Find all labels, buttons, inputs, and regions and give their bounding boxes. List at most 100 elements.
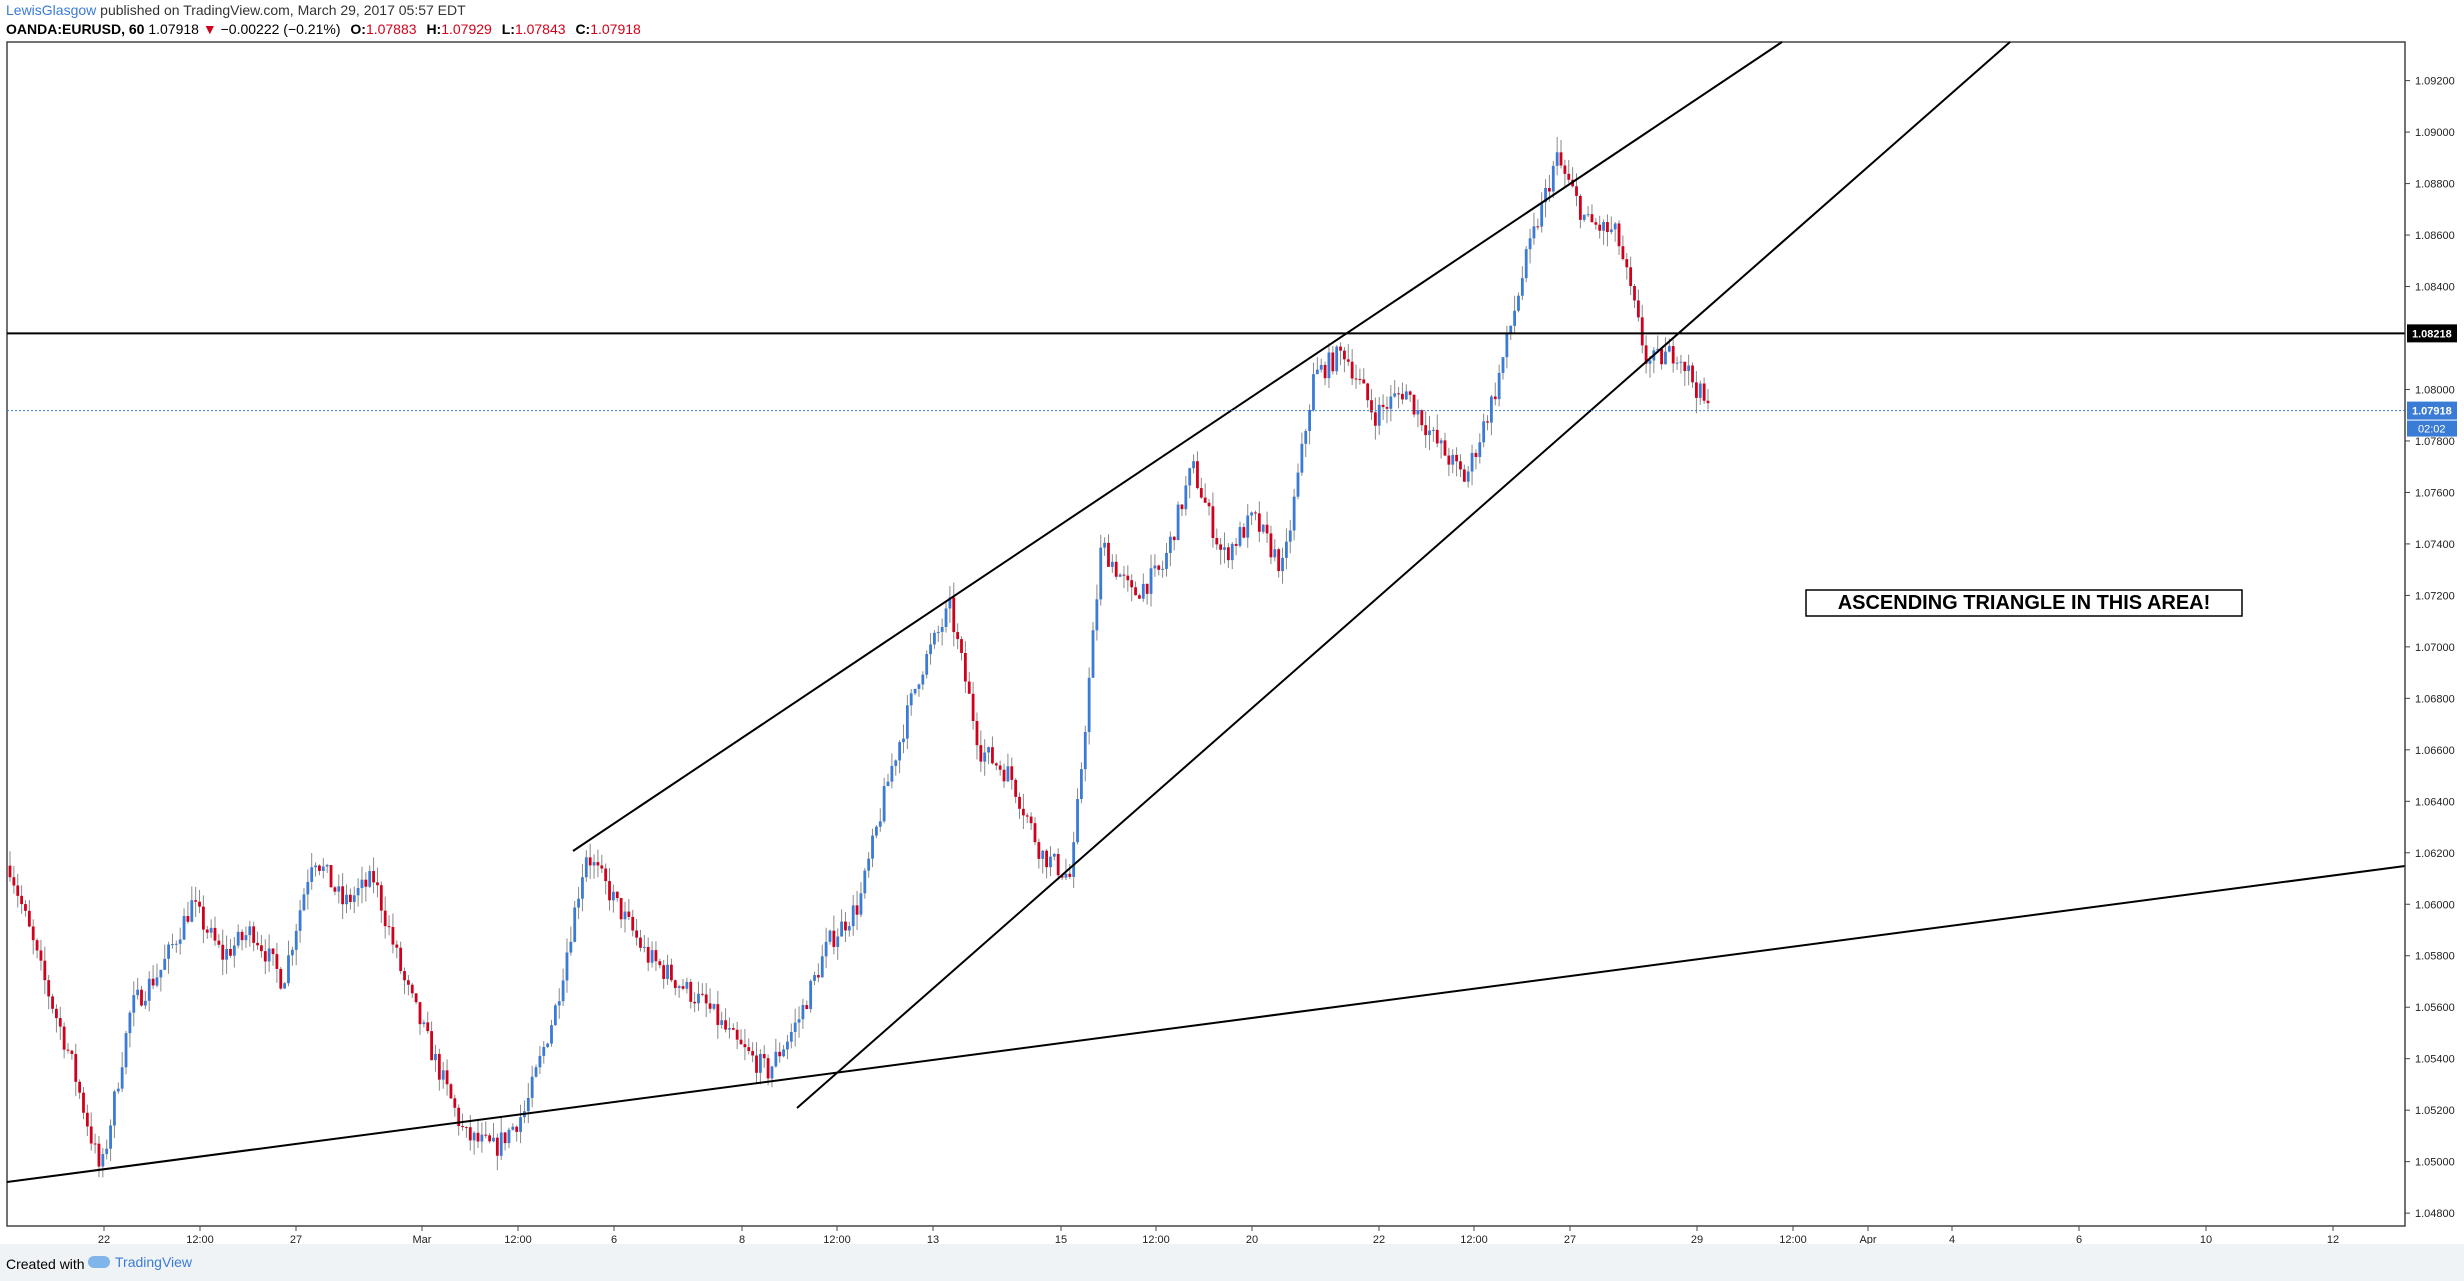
annotation-text: ASCENDING TRIANGLE IN THIS AREA! bbox=[1838, 592, 2211, 614]
candle-body bbox=[1509, 325, 1513, 333]
candle-body bbox=[716, 1004, 720, 1025]
candle-body bbox=[824, 941, 828, 957]
symbol-title[interactable]: OANDA:EURUSD, 60 bbox=[6, 21, 145, 37]
candle-body bbox=[488, 1135, 492, 1142]
candle-body bbox=[828, 930, 832, 942]
candle-body bbox=[298, 910, 302, 931]
candle-body bbox=[182, 916, 186, 940]
candle-body bbox=[410, 984, 414, 994]
candle-body bbox=[1462, 469, 1466, 482]
time-axis[interactable]: 22 12:00 27 Mar 12:00 6 8 12:00 13 15 12:00 20 22 12:… bbox=[7, 1225, 2405, 1244]
candle-body bbox=[708, 1003, 712, 1009]
candle-body bbox=[213, 927, 217, 941]
candle-body bbox=[778, 1051, 782, 1057]
channel-upper-line bbox=[572, 41, 1783, 852]
candle-body bbox=[1567, 173, 1571, 180]
candle-body bbox=[933, 632, 936, 645]
candle-body bbox=[584, 857, 588, 878]
candle-body bbox=[704, 994, 708, 1004]
candle-body bbox=[55, 1008, 58, 1019]
candle-body bbox=[960, 639, 963, 653]
change-value: −0.00222 (−0.21%) bbox=[220, 21, 341, 37]
candle-body bbox=[1323, 364, 1327, 379]
price-axis[interactable]: 1.09200 1.09000 1.08800 1.08600 1.08400 1.080… bbox=[2404, 42, 2455, 1226]
candle-body bbox=[333, 887, 337, 892]
candle-body bbox=[35, 940, 39, 951]
last-price-label: 1.07918 bbox=[2412, 406, 2452, 418]
candle-body bbox=[681, 986, 685, 989]
candle-body bbox=[113, 1091, 116, 1126]
candle-body bbox=[1141, 583, 1145, 599]
candle-body bbox=[1211, 506, 1215, 539]
time-tick-label: 6 bbox=[2076, 1234, 2082, 1244]
candle-body bbox=[546, 1043, 550, 1047]
candle-body bbox=[1172, 536, 1176, 541]
candle-body bbox=[275, 954, 279, 969]
candle-body bbox=[1315, 369, 1319, 375]
price-tick-label: 1.04800 bbox=[2415, 1208, 2455, 1220]
candle-body bbox=[426, 1022, 430, 1032]
time-tick-label: 12:00 bbox=[1460, 1234, 1488, 1244]
candle-body bbox=[1207, 502, 1211, 507]
candle-body bbox=[724, 1020, 727, 1030]
candle-body bbox=[1045, 850, 1048, 868]
price-chart[interactable]: 1.08218 1.07918 02:02 1.09200 1.09000 1.0880… bbox=[0, 0, 2464, 1244]
candle-body bbox=[1350, 361, 1354, 379]
candle-body bbox=[1366, 383, 1370, 401]
candle-body bbox=[124, 1033, 128, 1068]
candle-body bbox=[1420, 410, 1424, 426]
candle-body bbox=[1482, 421, 1486, 443]
annotation-box bbox=[1805, 589, 2243, 617]
candle-body bbox=[198, 901, 201, 907]
candle-body bbox=[12, 877, 16, 886]
candle-body bbox=[201, 906, 205, 930]
candle-body bbox=[1095, 599, 1099, 631]
tradingview-logo[interactable]: TradingView bbox=[88, 1254, 192, 1270]
candle-body bbox=[167, 944, 170, 959]
candle-body bbox=[1203, 497, 1207, 503]
candle-body bbox=[465, 1127, 468, 1129]
candle-body bbox=[1122, 574, 1126, 576]
candle-body bbox=[1493, 396, 1497, 400]
candle-body bbox=[1126, 575, 1130, 581]
trendlines: 1.08218 1.07918 02:02 bbox=[6, 41, 2457, 1183]
time-tick-label: Apr bbox=[1859, 1234, 1876, 1244]
candle-body bbox=[492, 1137, 495, 1142]
candle-body bbox=[1598, 224, 1602, 231]
candle-body bbox=[1466, 471, 1470, 482]
author-link[interactable]: LewisGlasgow bbox=[6, 2, 97, 18]
candle-body bbox=[279, 968, 283, 989]
candle-body bbox=[399, 947, 403, 972]
candle-body bbox=[1343, 350, 1346, 360]
candle-body bbox=[418, 1002, 422, 1025]
candle-body bbox=[290, 949, 294, 956]
time-tick-label: 29 bbox=[1691, 1234, 1703, 1244]
candle-body bbox=[600, 865, 604, 869]
candle-body bbox=[983, 752, 987, 762]
candle-body bbox=[712, 1004, 716, 1009]
candle-body bbox=[1049, 856, 1052, 868]
candle-body bbox=[1103, 542, 1107, 548]
open-label: O: bbox=[350, 21, 366, 37]
candle-body bbox=[1319, 364, 1323, 370]
candle-body bbox=[805, 1005, 809, 1009]
candle-body bbox=[1370, 400, 1373, 413]
candle-body bbox=[62, 1026, 66, 1050]
candle-body bbox=[1060, 875, 1064, 878]
time-tick-label: 12:00 bbox=[1779, 1234, 1807, 1244]
candle-body bbox=[1068, 873, 1072, 877]
candle-body bbox=[615, 891, 619, 899]
candle-body bbox=[1520, 278, 1524, 296]
candle-body bbox=[461, 1126, 464, 1128]
candle-body bbox=[813, 975, 816, 981]
candle-body bbox=[1285, 541, 1288, 558]
candle-body bbox=[20, 895, 24, 905]
candle-body bbox=[963, 652, 967, 682]
candle-body bbox=[1234, 543, 1238, 546]
candle-body bbox=[1575, 186, 1578, 196]
candle-body bbox=[310, 867, 314, 882]
candle-body bbox=[936, 631, 940, 633]
candle-body bbox=[604, 868, 608, 882]
candle-body bbox=[480, 1134, 484, 1142]
candle-body bbox=[97, 1143, 101, 1167]
